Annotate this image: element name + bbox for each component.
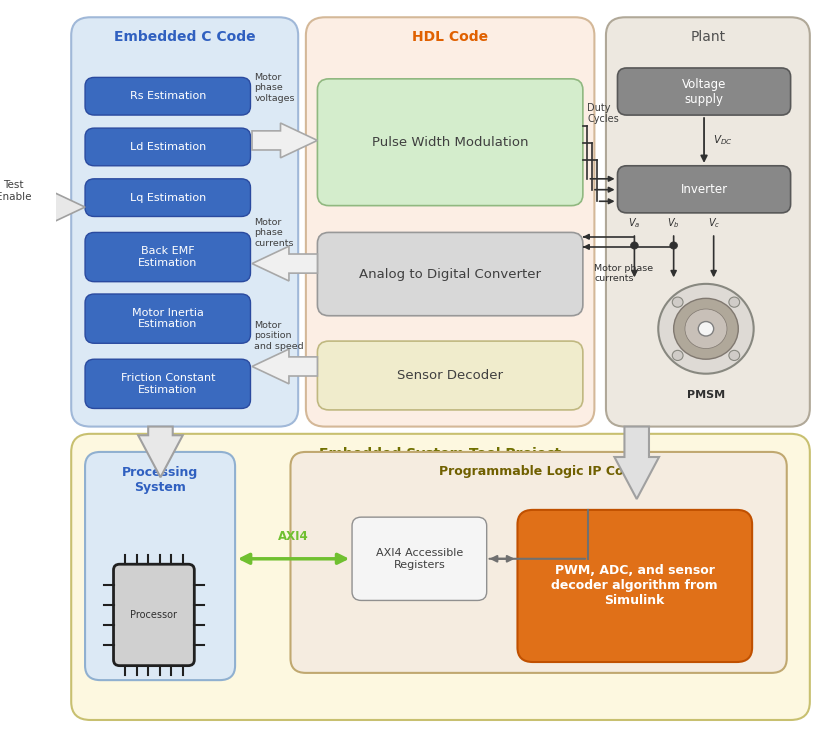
Text: HDL Code: HDL Code bbox=[412, 31, 488, 45]
Text: $V_c$: $V_c$ bbox=[706, 217, 719, 230]
FancyBboxPatch shape bbox=[71, 18, 298, 426]
FancyBboxPatch shape bbox=[317, 79, 582, 206]
FancyBboxPatch shape bbox=[317, 232, 582, 316]
Text: AXI4: AXI4 bbox=[278, 530, 308, 543]
Text: Motor
phase
currents: Motor phase currents bbox=[254, 218, 294, 247]
Text: Motor
phase
voltages: Motor phase voltages bbox=[254, 73, 294, 103]
Circle shape bbox=[672, 297, 682, 307]
Polygon shape bbox=[25, 190, 85, 224]
FancyBboxPatch shape bbox=[85, 294, 251, 343]
FancyBboxPatch shape bbox=[605, 18, 809, 426]
FancyBboxPatch shape bbox=[517, 510, 751, 662]
Circle shape bbox=[672, 350, 682, 361]
FancyBboxPatch shape bbox=[85, 232, 251, 282]
Text: Test
Enable: Test Enable bbox=[0, 180, 31, 202]
Text: AXI4 Accessible
Registers: AXI4 Accessible Registers bbox=[375, 548, 462, 569]
FancyBboxPatch shape bbox=[85, 452, 235, 680]
FancyBboxPatch shape bbox=[85, 179, 251, 217]
FancyBboxPatch shape bbox=[113, 564, 194, 666]
Text: Processing
System: Processing System bbox=[122, 466, 198, 494]
Circle shape bbox=[630, 242, 638, 249]
Text: Analog to Digital Converter: Analog to Digital Converter bbox=[359, 268, 541, 280]
Circle shape bbox=[728, 350, 739, 361]
Text: Processor: Processor bbox=[131, 610, 177, 620]
Text: Plant: Plant bbox=[690, 31, 724, 45]
Text: Sensor Decoder: Sensor Decoder bbox=[397, 369, 503, 382]
Text: Motor
position
and speed: Motor position and speed bbox=[254, 320, 304, 350]
Circle shape bbox=[684, 309, 726, 348]
Polygon shape bbox=[251, 123, 317, 158]
FancyBboxPatch shape bbox=[617, 166, 790, 213]
FancyBboxPatch shape bbox=[85, 359, 251, 409]
Circle shape bbox=[728, 297, 739, 307]
Text: PMSM: PMSM bbox=[686, 390, 724, 399]
FancyBboxPatch shape bbox=[305, 18, 594, 426]
FancyBboxPatch shape bbox=[617, 68, 790, 115]
Text: Programmable Logic IP Core: Programmable Logic IP Core bbox=[438, 465, 638, 478]
FancyBboxPatch shape bbox=[71, 434, 809, 720]
Text: Pulse Width Modulation: Pulse Width Modulation bbox=[371, 136, 528, 149]
Text: Motor Inertia
Estimation: Motor Inertia Estimation bbox=[131, 308, 203, 329]
FancyBboxPatch shape bbox=[317, 341, 582, 410]
Circle shape bbox=[657, 284, 753, 374]
Text: Duty
Cycles: Duty Cycles bbox=[587, 103, 619, 124]
Text: Inverter: Inverter bbox=[680, 182, 727, 196]
Text: Friction Constant
Estimation: Friction Constant Estimation bbox=[121, 373, 215, 395]
Circle shape bbox=[673, 299, 738, 359]
Polygon shape bbox=[614, 426, 658, 499]
Polygon shape bbox=[251, 349, 317, 384]
Text: $V_a$: $V_a$ bbox=[628, 217, 640, 230]
Circle shape bbox=[669, 242, 676, 249]
Text: Lq Estimation: Lq Estimation bbox=[130, 193, 206, 203]
FancyBboxPatch shape bbox=[351, 517, 486, 601]
Text: Motor phase
currents: Motor phase currents bbox=[594, 264, 653, 283]
FancyBboxPatch shape bbox=[85, 128, 251, 166]
FancyBboxPatch shape bbox=[85, 77, 251, 115]
Text: PWM, ADC, and sensor
decoder algorithm from
Simulink: PWM, ADC, and sensor decoder algorithm f… bbox=[551, 564, 717, 607]
Polygon shape bbox=[138, 426, 183, 477]
Text: Embedded C Code: Embedded C Code bbox=[114, 31, 256, 45]
Text: Back EMF
Estimation: Back EMF Estimation bbox=[138, 246, 197, 268]
Text: $V_{DC}$: $V_{DC}$ bbox=[712, 134, 732, 147]
Polygon shape bbox=[251, 246, 317, 281]
Text: $V_b$: $V_b$ bbox=[667, 217, 679, 230]
Text: Rs Estimation: Rs Estimation bbox=[129, 91, 206, 101]
Circle shape bbox=[697, 321, 713, 336]
Text: Voltage
supply: Voltage supply bbox=[681, 77, 725, 106]
Text: Ld Estimation: Ld Estimation bbox=[130, 142, 206, 152]
Text: Embedded System Tool Project: Embedded System Tool Project bbox=[319, 447, 561, 461]
FancyBboxPatch shape bbox=[290, 452, 786, 673]
